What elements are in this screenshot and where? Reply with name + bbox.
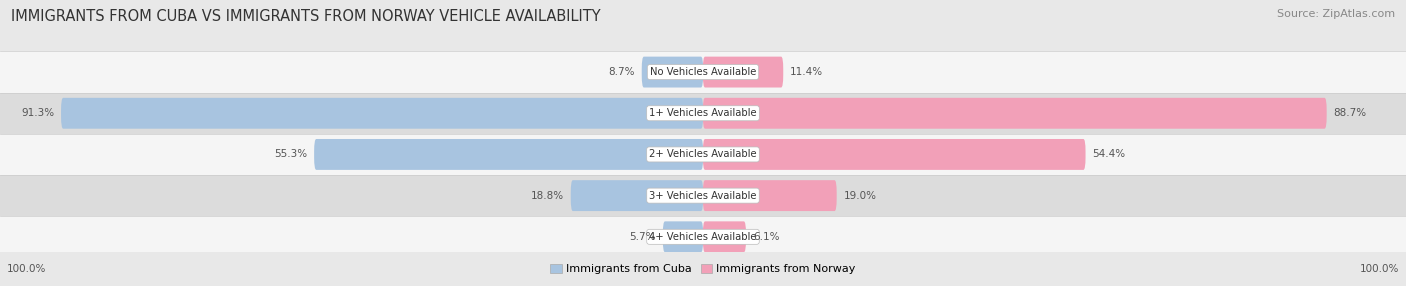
Text: 91.3%: 91.3%: [21, 108, 53, 118]
FancyBboxPatch shape: [703, 221, 747, 252]
Bar: [0, 175, 1406, 216]
Text: No Vehicles Available: No Vehicles Available: [650, 67, 756, 77]
Text: 3+ Vehicles Available: 3+ Vehicles Available: [650, 191, 756, 200]
Bar: [0, 134, 1406, 175]
Text: 11.4%: 11.4%: [790, 67, 824, 77]
Text: 19.0%: 19.0%: [844, 191, 876, 200]
FancyBboxPatch shape: [703, 57, 783, 88]
Text: 6.1%: 6.1%: [754, 232, 779, 242]
FancyBboxPatch shape: [641, 57, 703, 88]
Text: IMMIGRANTS FROM CUBA VS IMMIGRANTS FROM NORWAY VEHICLE AVAILABILITY: IMMIGRANTS FROM CUBA VS IMMIGRANTS FROM …: [11, 9, 600, 23]
FancyBboxPatch shape: [314, 139, 703, 170]
Text: 2+ Vehicles Available: 2+ Vehicles Available: [650, 150, 756, 159]
FancyBboxPatch shape: [60, 98, 703, 129]
FancyBboxPatch shape: [662, 221, 703, 252]
Bar: [0, 216, 1406, 257]
Text: 100.0%: 100.0%: [1360, 264, 1399, 274]
Bar: [0, 51, 1406, 93]
Text: 5.7%: 5.7%: [630, 232, 655, 242]
Bar: [0, 93, 1406, 134]
Text: Source: ZipAtlas.com: Source: ZipAtlas.com: [1277, 9, 1395, 19]
FancyBboxPatch shape: [703, 98, 1327, 129]
Text: 88.7%: 88.7%: [1333, 108, 1367, 118]
FancyBboxPatch shape: [703, 139, 1085, 170]
Text: 55.3%: 55.3%: [274, 150, 308, 159]
Text: 1+ Vehicles Available: 1+ Vehicles Available: [650, 108, 756, 118]
FancyBboxPatch shape: [703, 180, 837, 211]
FancyBboxPatch shape: [571, 180, 703, 211]
Legend: Immigrants from Cuba, Immigrants from Norway: Immigrants from Cuba, Immigrants from No…: [546, 259, 860, 279]
Text: 4+ Vehicles Available: 4+ Vehicles Available: [650, 232, 756, 242]
Text: 8.7%: 8.7%: [609, 67, 636, 77]
Text: 100.0%: 100.0%: [7, 264, 46, 274]
Text: 54.4%: 54.4%: [1092, 150, 1126, 159]
Text: 18.8%: 18.8%: [530, 191, 564, 200]
